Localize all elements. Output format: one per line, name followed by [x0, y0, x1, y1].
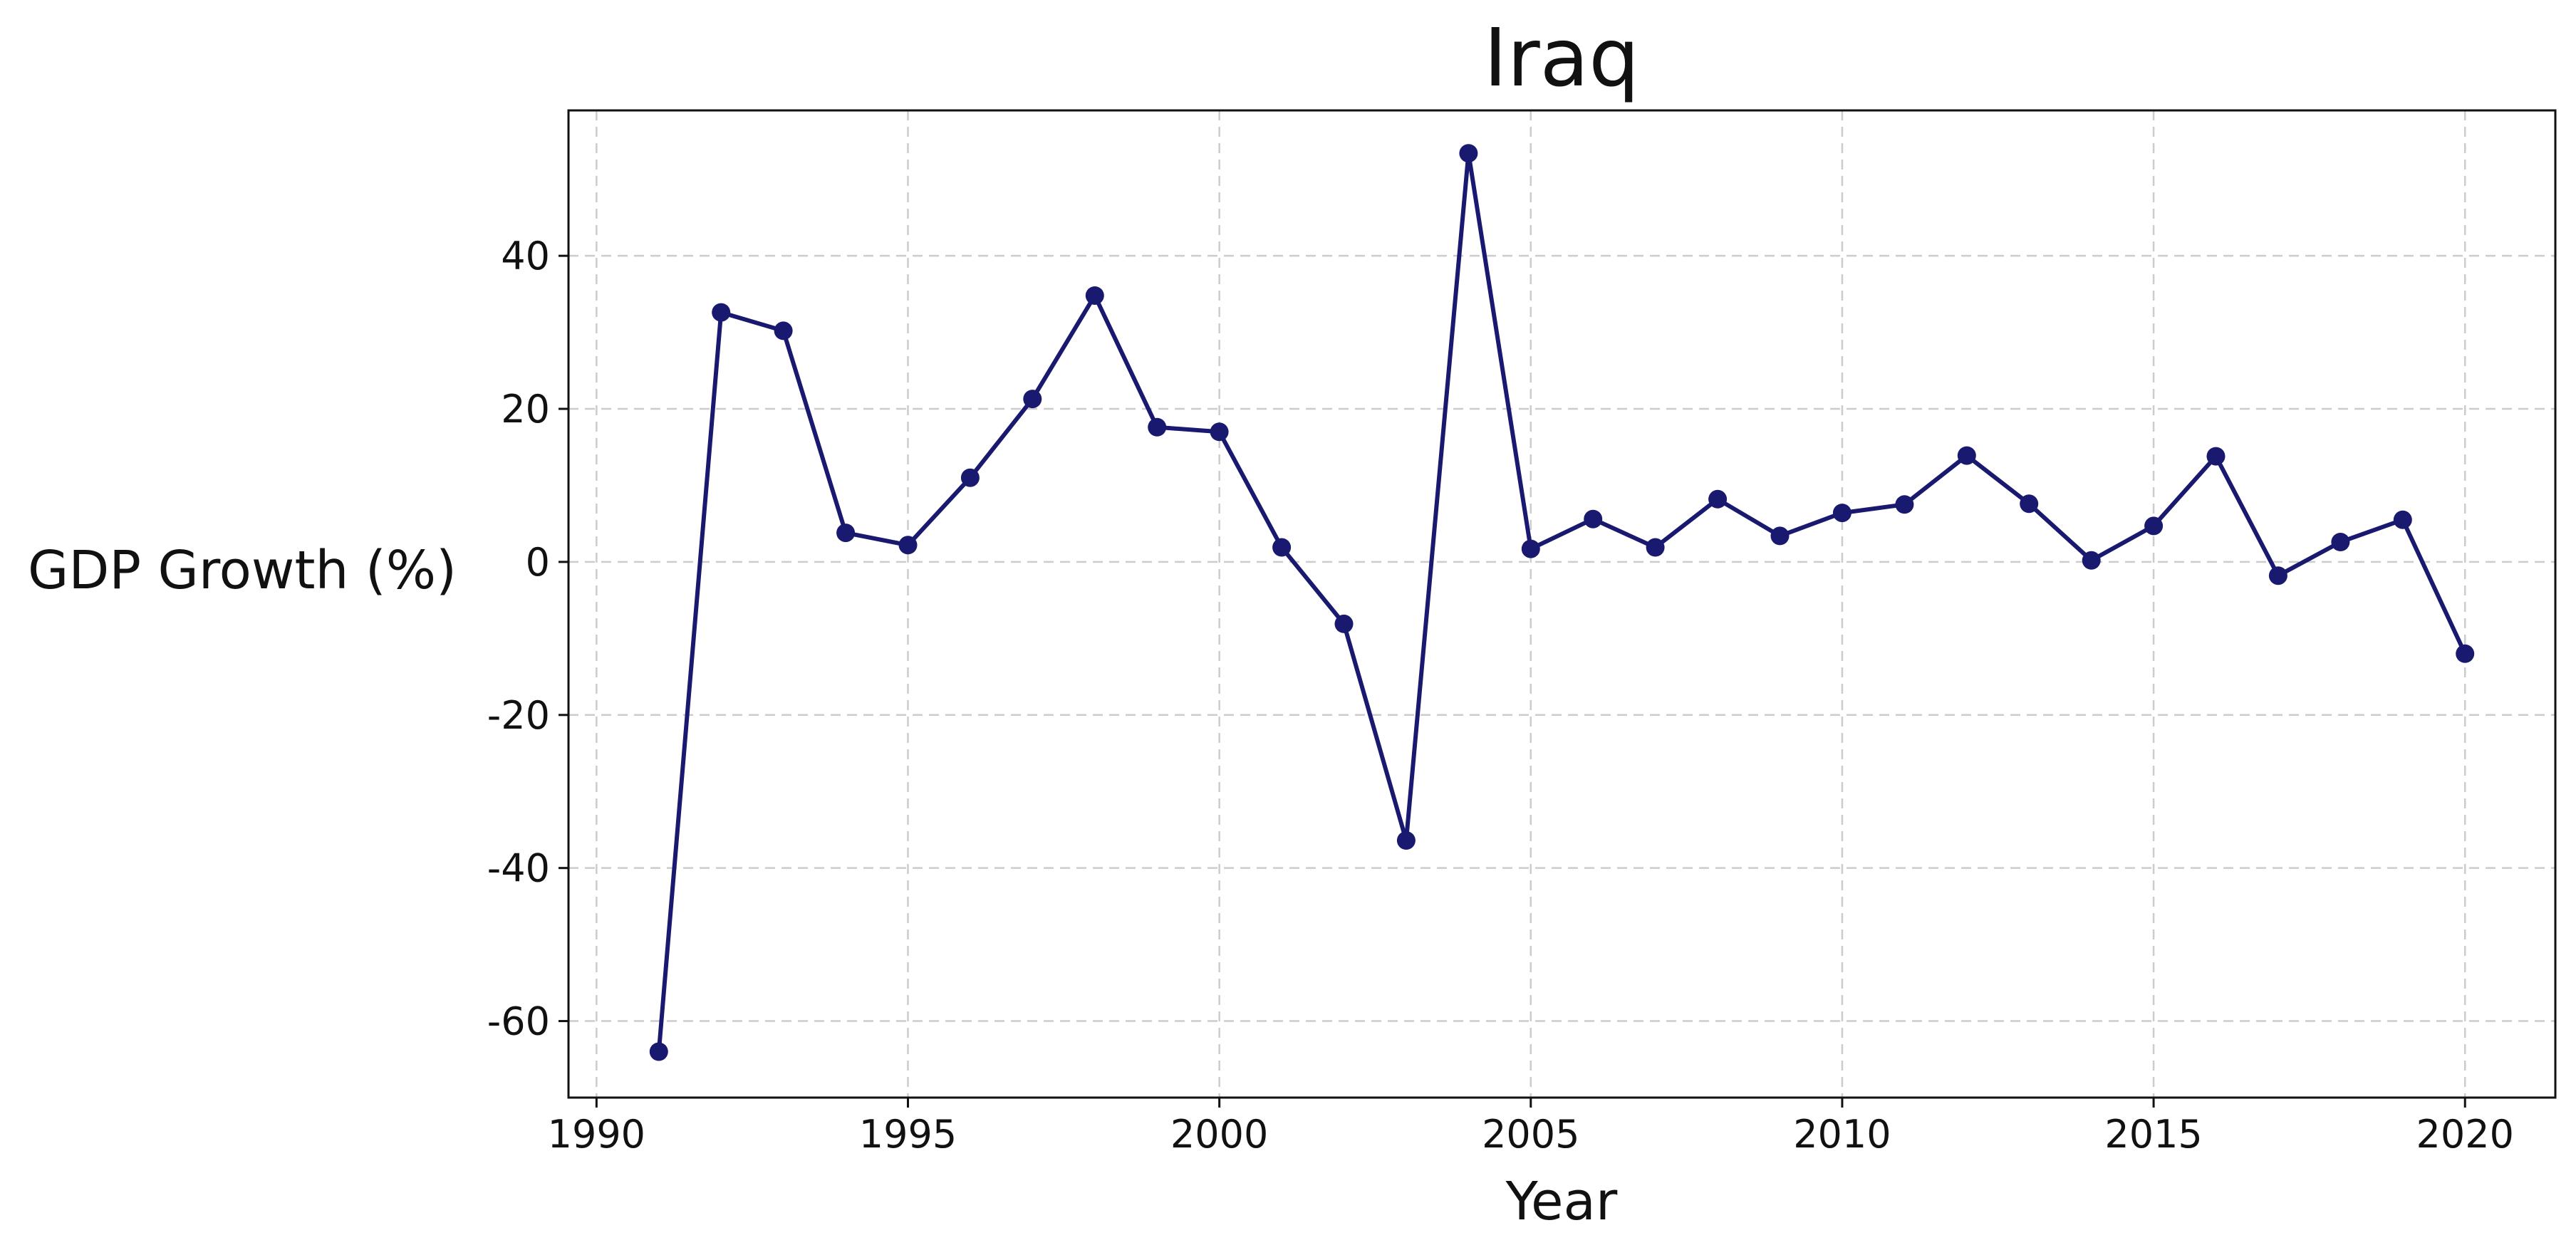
data-point-2009 [1770, 526, 1790, 546]
x-tick-label-2010: 2010 [1793, 1112, 1891, 1157]
data-point-2010 [1832, 504, 1852, 523]
data-point-2014 [2082, 551, 2101, 570]
series-layer [649, 144, 2475, 1061]
chart-title: Iraq [1484, 12, 1640, 105]
data-point-2003 [1396, 831, 1416, 850]
data-point-2012 [1957, 446, 1976, 465]
y-axis-label: GDP Growth (%) [28, 540, 457, 601]
data-point-2008 [1708, 489, 1728, 509]
x-tick-label-2000: 2000 [1170, 1112, 1268, 1157]
data-point-2020 [2456, 644, 2475, 663]
x-tick-label-1990: 1990 [548, 1112, 645, 1157]
data-point-1996 [960, 468, 980, 487]
grid-layer [568, 110, 2555, 1098]
x-tick-label-2005: 2005 [1482, 1112, 1579, 1157]
data-point-2017 [2268, 566, 2287, 585]
data-point-2001 [1272, 538, 1292, 557]
data-point-2018 [2331, 533, 2350, 551]
data-point-1998 [1085, 286, 1104, 305]
data-point-2013 [2020, 494, 2039, 514]
data-point-1994 [836, 524, 856, 543]
data-point-1992 [712, 303, 731, 322]
data-point-1997 [1023, 390, 1042, 409]
data-point-2019 [2393, 510, 2412, 529]
data-point-1991 [649, 1042, 668, 1061]
data-point-1995 [898, 536, 918, 555]
y-tick-label-40: 40 [501, 234, 550, 278]
data-point-2016 [2206, 447, 2226, 466]
y-tick-label--40: -40 [487, 846, 550, 891]
data-point-2015 [2144, 516, 2164, 536]
y-tick-label-0: 0 [526, 540, 550, 585]
x-tick-label-1995: 1995 [859, 1112, 957, 1157]
y-tick-label--60: -60 [487, 999, 550, 1044]
data-point-2007 [1646, 538, 1665, 557]
axis-layer: 1990 1995 2000 2005 2010 2015 2020 -60 -40 -20 0 20… [487, 234, 2514, 1157]
y-tick-label--20: -20 [487, 693, 550, 738]
data-point-1999 [1148, 417, 1167, 437]
series-line-0 [656, 151, 2467, 1052]
data-point-2005 [1521, 539, 1540, 558]
data-point-2004 [1459, 144, 1478, 163]
y-tick-label-20: 20 [501, 387, 550, 432]
data-point-2000 [1210, 422, 1229, 442]
x-tick-label-2020: 2020 [2416, 1112, 2514, 1157]
x-tick-label-2015: 2015 [2104, 1112, 2202, 1157]
plot-frame [567, 109, 2557, 1099]
data-point-2011 [1895, 495, 1914, 514]
data-point-2002 [1334, 614, 1354, 633]
data-point-1993 [774, 321, 793, 340]
data-point-2006 [1584, 509, 1603, 528]
x-axis-label: Year [1505, 1171, 1618, 1232]
